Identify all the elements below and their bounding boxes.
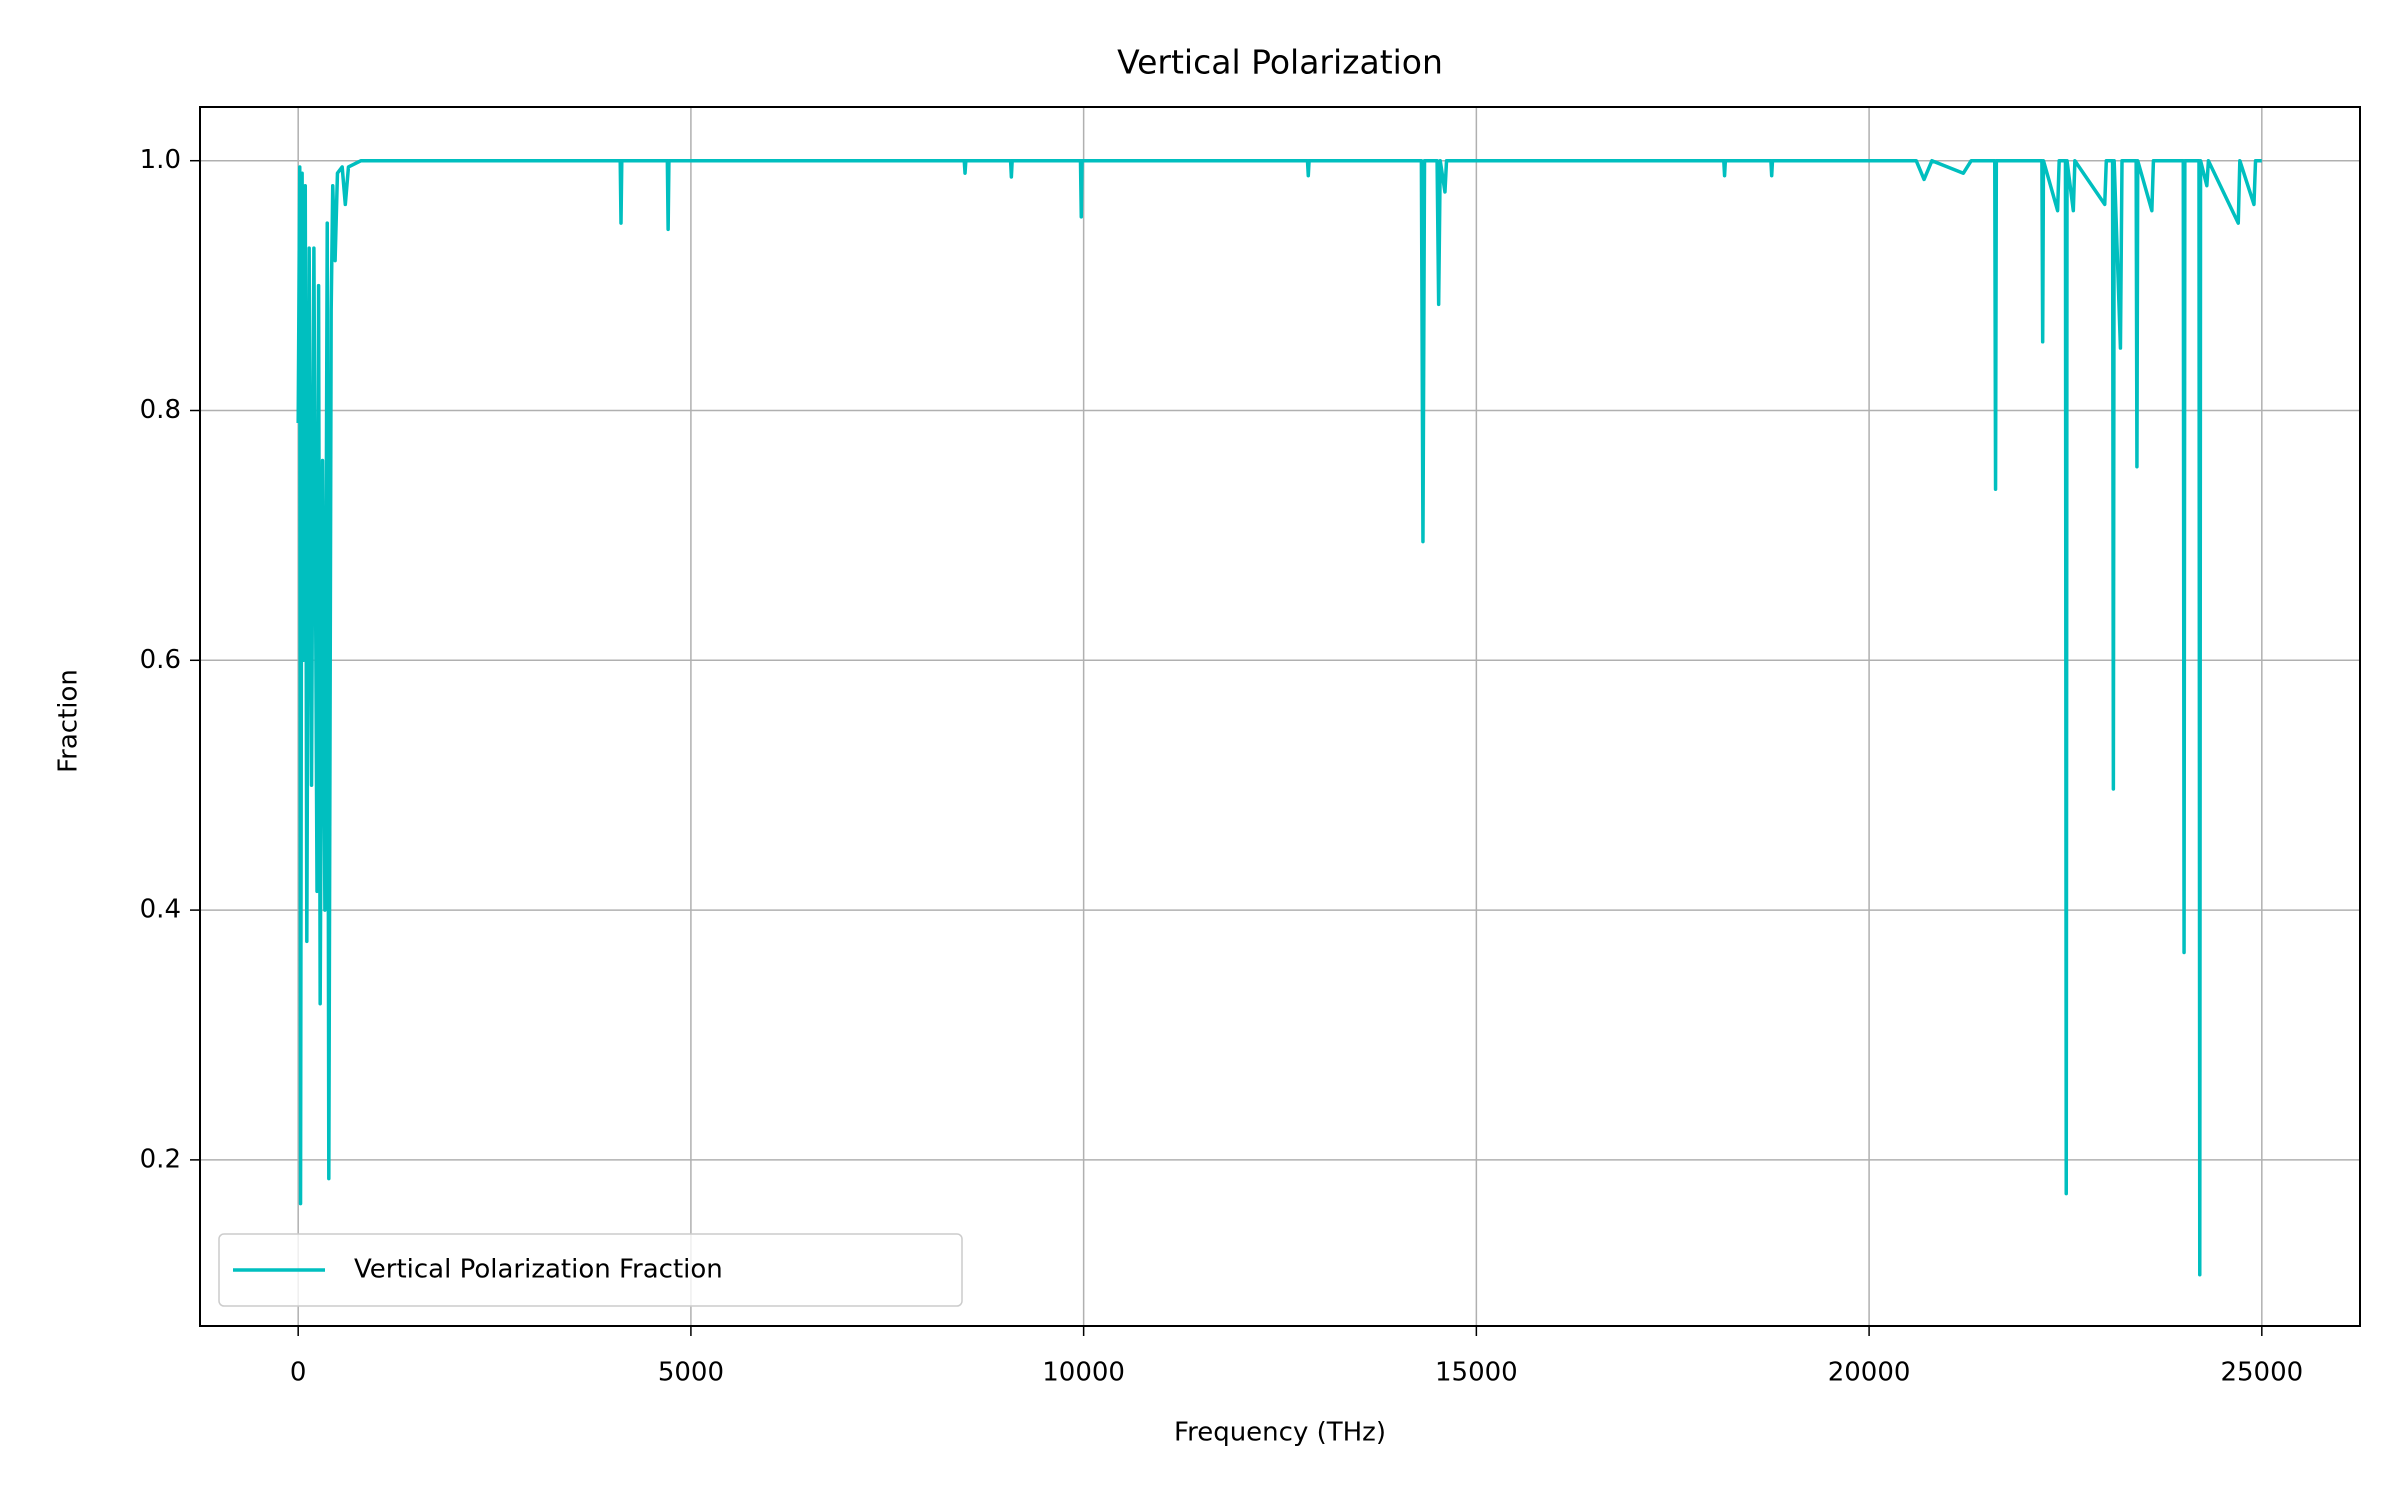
x-tick-label: 0: [290, 1358, 307, 1388]
y-tick-label: 0.4: [140, 895, 181, 925]
y-tick-label: 0.2: [140, 1144, 181, 1174]
y-tick-label: 0.8: [140, 395, 181, 425]
plot-area: [296, 158, 2262, 1277]
legend-label: Vertical Polarization Fraction: [354, 1255, 723, 1285]
y-tick-label: 1.0: [140, 145, 181, 175]
x-tick-label: 20000: [1828, 1358, 1911, 1388]
axes-frame: [199, 106, 2361, 1327]
x-tick-label: 10000: [1042, 1358, 1125, 1388]
y-tick-label: 0.6: [140, 645, 181, 675]
x-axis-label: Frequency (THz): [1174, 1418, 1386, 1448]
legend-box: [218, 1233, 963, 1307]
chart-title: Vertical Polarization: [1117, 43, 1443, 82]
x-tick-label: 5000: [658, 1358, 724, 1388]
x-tick-label: 25000: [2220, 1358, 2303, 1388]
data-line: [296, 158, 2262, 1277]
x-tick-label: 15000: [1435, 1358, 1518, 1388]
legend: Vertical Polarization Fraction: [218, 1233, 963, 1307]
y-axis-label: Fraction: [54, 669, 84, 773]
